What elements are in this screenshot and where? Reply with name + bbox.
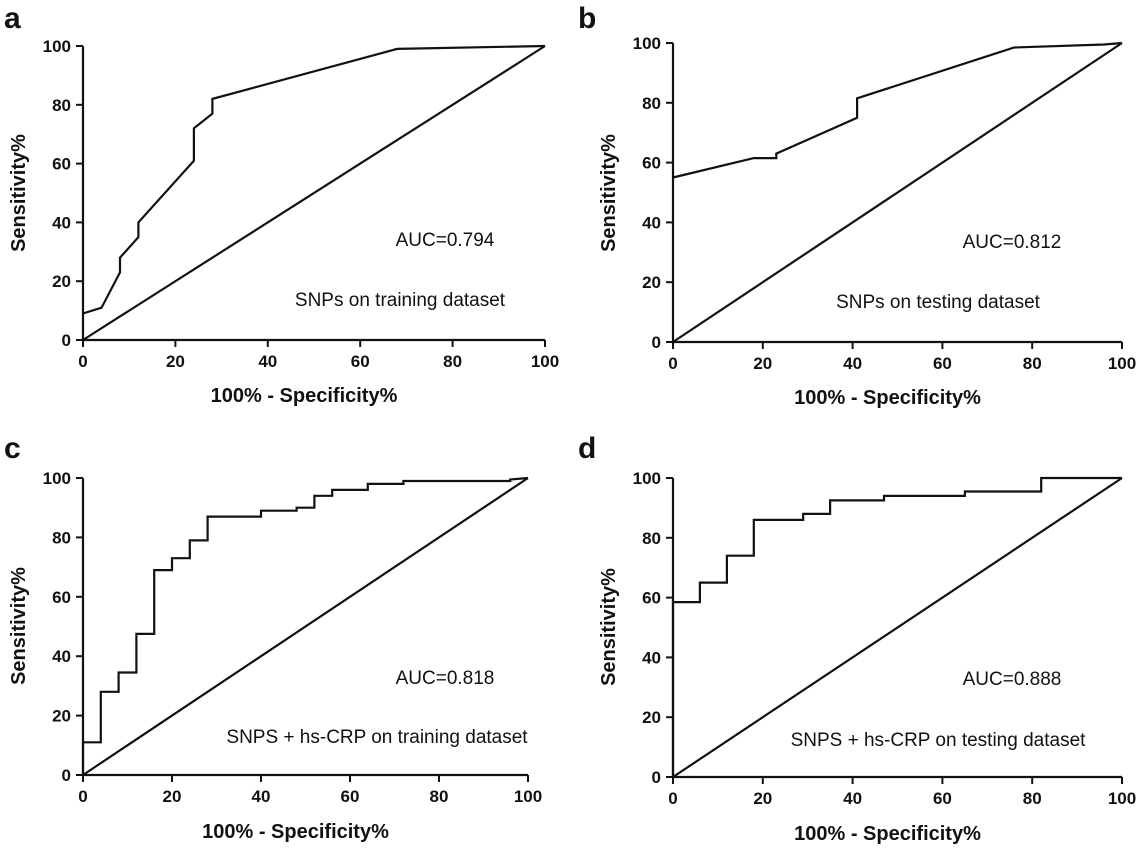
auc-annotation: AUC=0.818 (396, 668, 495, 689)
y-tick-label: 80 (52, 528, 71, 547)
auc-annotation: AUC=0.794 (396, 230, 495, 251)
auc-annotation: AUC=0.888 (963, 669, 1062, 690)
x-tick-label: 0 (668, 789, 677, 808)
roc-panel-d: d 0 20 40 60 80 100 0 20 40 60 80 100 100% - Specific… (578, 432, 1136, 845)
y-tick-label: 100 (633, 34, 661, 53)
panel-letter: b (578, 2, 596, 35)
y-tick-label: 20 (52, 272, 71, 291)
y-axis-title: Sensitivity% (598, 134, 620, 252)
x-tick-label: 40 (258, 352, 277, 371)
y-tick-label: 100 (633, 469, 661, 488)
x-tick-label: 80 (430, 787, 449, 806)
y-tick-label: 80 (642, 529, 661, 548)
y-tick-label: 0 (62, 766, 71, 785)
x-axis-title: 100% - Specificity% (202, 821, 389, 843)
y-tick-label: 20 (642, 708, 661, 727)
y-tick-label: 0 (652, 768, 661, 787)
x-tick-label: 80 (443, 352, 462, 371)
y-tick-label: 100 (43, 469, 71, 488)
x-tick-label: 40 (252, 787, 271, 806)
y-axis-title: Sensitivity% (8, 567, 30, 685)
roc-curve (672, 41, 1123, 179)
y-tick-label: 60 (52, 155, 71, 174)
reference-diagonal (672, 42, 1123, 343)
y-tick-label: 20 (52, 707, 71, 726)
y-tick-label: 80 (52, 96, 71, 115)
x-axis-title: 100% - Specificity% (794, 823, 981, 845)
x-tick-label: 0 (78, 352, 87, 371)
auc-annotation: AUC=0.812 (963, 232, 1062, 253)
y-tick-label: 40 (642, 213, 661, 232)
y-tick-label: 60 (52, 588, 71, 607)
x-tick-label: 20 (753, 354, 772, 373)
x-tick-label: 0 (78, 787, 87, 806)
x-tick-label: 60 (933, 789, 952, 808)
y-tick-label: 40 (52, 647, 71, 666)
panel-letter: c (4, 432, 21, 465)
x-tick-label: 60 (351, 352, 370, 371)
panel-letter: d (578, 432, 596, 465)
x-tick-label: 40 (843, 789, 862, 808)
x-tick-label: 40 (843, 354, 862, 373)
y-tick-label: 60 (642, 589, 661, 608)
x-tick-label: 20 (163, 787, 182, 806)
y-axis-title: Sensitivity% (598, 568, 620, 686)
x-tick-label: 100 (1108, 354, 1136, 373)
y-tick-label: 0 (652, 333, 661, 352)
reference-diagonal (82, 45, 546, 341)
x-axis-title: 100% - Specificity% (211, 385, 398, 407)
dataset-annotation: SNPS + hs-CRP on testing dataset (791, 730, 1087, 751)
x-tick-label: 80 (1023, 354, 1042, 373)
x-tick-label: 20 (753, 789, 772, 808)
y-tick-label: 80 (642, 94, 661, 113)
x-tick-label: 100 (514, 787, 542, 806)
reference-diagonal (672, 477, 1123, 778)
x-tick-label: 80 (1023, 789, 1042, 808)
x-axis-title: 100% - Specificity% (794, 387, 981, 409)
roc-panel-b: b 0 20 40 60 80 100 0 20 40 60 80 100 100% - Specific… (578, 2, 1136, 409)
roc-curve (671, 476, 1122, 777)
y-tick-label: 40 (642, 648, 661, 667)
y-tick-label: 100 (43, 37, 71, 56)
x-tick-label: 20 (166, 352, 185, 371)
dataset-annotation: SNPs on training dataset (295, 290, 506, 311)
x-tick-label: 0 (668, 354, 677, 373)
roc-panel-a: a 0 20 40 60 80 100 0 20 40 60 80 100 100% - Specific… (4, 2, 559, 407)
roc-panel-c: c 0 20 40 60 80 100 0 20 40 60 80 100 100% - Specific… (4, 432, 542, 843)
y-tick-label: 0 (62, 331, 71, 350)
panel-letter: a (4, 2, 21, 35)
dataset-annotation: SNPs on testing dataset (836, 292, 1041, 313)
y-tick-label: 40 (52, 213, 71, 232)
x-tick-label: 100 (1108, 789, 1136, 808)
dataset-annotation: SNPS + hs-CRP on training dataset (226, 727, 528, 748)
roc-curve (81, 476, 529, 775)
y-tick-label: 20 (642, 273, 661, 292)
y-axis-title: Sensitivity% (8, 134, 30, 252)
x-tick-label: 100 (531, 352, 559, 371)
reference-diagonal (82, 477, 529, 776)
y-tick-label: 60 (642, 154, 661, 173)
x-tick-label: 60 (933, 354, 952, 373)
roc-curve (82, 44, 546, 315)
x-tick-label: 60 (341, 787, 360, 806)
